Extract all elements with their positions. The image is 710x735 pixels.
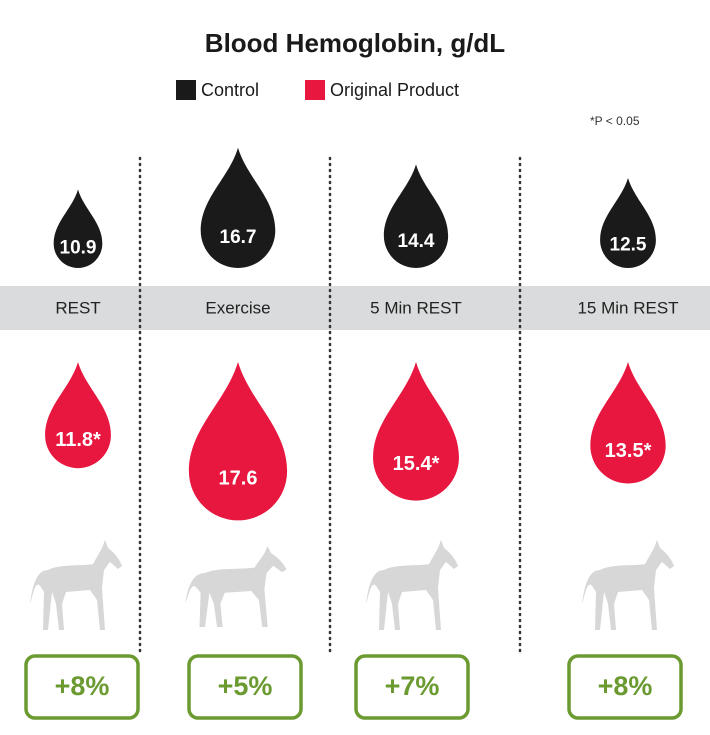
product-drop [45, 362, 111, 469]
product-drop [590, 362, 666, 484]
control-drop [600, 178, 656, 269]
control-drop [53, 189, 103, 268]
control-label: 10.9 [60, 237, 97, 258]
separators [138, 156, 522, 657]
product-label: 15.4* [393, 453, 440, 475]
product-label: 17.6 [219, 467, 258, 489]
legend-label: Control [201, 80, 259, 100]
legend-swatch [176, 80, 196, 100]
horse-icon [582, 540, 674, 630]
product-drop [188, 362, 288, 521]
control-drop [383, 164, 449, 269]
product-label: 13.5* [605, 440, 652, 462]
legend-swatch [305, 80, 325, 100]
control-drop [200, 147, 276, 268]
change-label: +8% [598, 671, 653, 701]
annotation: *P < 0.05 [590, 114, 640, 128]
category-label: 15 Min REST [577, 298, 678, 317]
change-box [187, 654, 303, 720]
product-label: 11.8* [55, 429, 101, 451]
category-label: 5 Min REST [370, 298, 462, 317]
change-label: +7% [385, 671, 440, 701]
horse-icon [185, 546, 287, 627]
horse-icon [366, 540, 458, 630]
category-band [0, 286, 710, 330]
control-label: 14.4 [398, 231, 435, 252]
change-label: +5% [218, 671, 273, 701]
horse-icon [30, 540, 122, 630]
change-box [567, 654, 683, 720]
product-drop [373, 362, 459, 501]
control-label: 16.7 [220, 227, 257, 248]
category-label: Exercise [205, 298, 270, 317]
category-label: REST [55, 298, 100, 317]
change-box [354, 654, 470, 720]
chart-title: Blood Hemoglobin, g/dL [205, 28, 506, 58]
change-label: +8% [55, 671, 110, 701]
control-label: 12.5 [610, 235, 647, 256]
change-box [24, 654, 140, 720]
legend-label: Original Product [330, 80, 459, 100]
